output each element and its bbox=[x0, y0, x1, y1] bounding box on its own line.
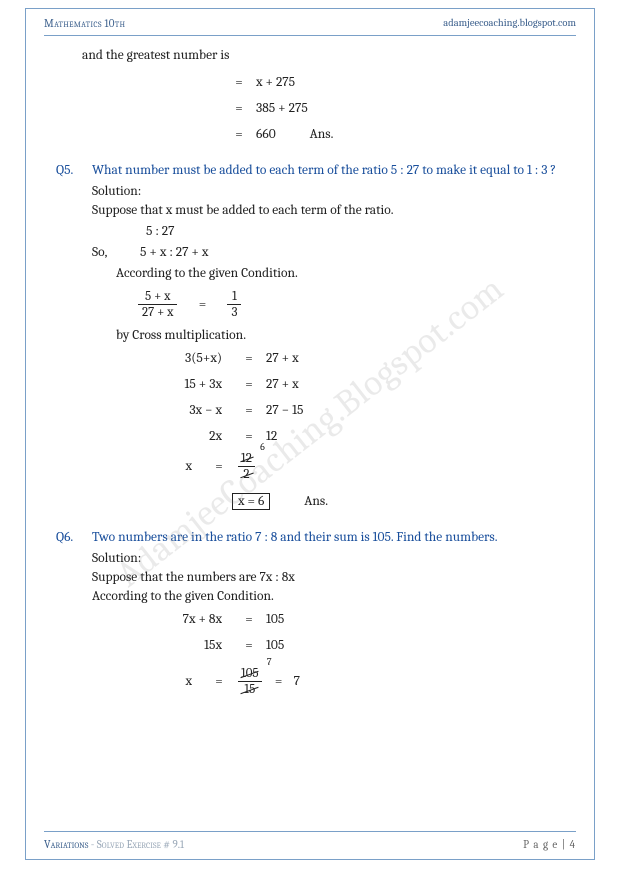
ans-label: Ans. bbox=[310, 127, 334, 142]
q6-result: 7 bbox=[294, 674, 300, 689]
eq-right: 660 bbox=[256, 127, 276, 142]
equals-sign: = bbox=[222, 101, 256, 116]
simplify-top: 7 bbox=[267, 656, 272, 668]
eq-right: 27 − 15 bbox=[266, 403, 303, 418]
eq-right: 105 bbox=[266, 612, 284, 627]
equals-sign: = bbox=[232, 377, 266, 392]
den: 15 bbox=[238, 681, 262, 697]
page: Mathematics 10th adamjeecoaching.blogspo… bbox=[25, 8, 595, 860]
equals-sign: = bbox=[222, 75, 256, 90]
eq-right: 27 + x bbox=[266, 351, 299, 366]
q6-block: Q6. Two numbers are in the ratio 7 : 8 a… bbox=[56, 530, 564, 697]
q5-according: According to the given Condition. bbox=[116, 266, 564, 281]
q5-step-3: 2x = 12 bbox=[112, 425, 564, 447]
q5-tag: Q5. bbox=[56, 163, 92, 178]
q5-boxed-row: x = 6 Ans. bbox=[112, 490, 564, 512]
eq-left: 15 + 3x bbox=[112, 377, 232, 392]
q5-step-0: 3(5+x) = 27 + x bbox=[112, 347, 564, 369]
q5-simplify: x = 6 12 2 bbox=[112, 451, 564, 482]
footer-exercise: - Solved Exercise # 9.1 bbox=[88, 838, 184, 851]
num: 1 bbox=[227, 289, 241, 304]
simplify-top: 6 bbox=[260, 441, 265, 453]
header-subject: Mathematics 10th bbox=[44, 17, 125, 30]
equals-sign: = bbox=[202, 674, 236, 689]
eq-right: 12 bbox=[266, 429, 277, 444]
q6-question: Q6. Two numbers are in the ratio 7 : 8 a… bbox=[56, 530, 564, 545]
eq-right: 105 bbox=[266, 638, 284, 653]
header-url: adamjeecoaching.blogspot.com bbox=[443, 17, 576, 30]
q5-solution-label: Solution: bbox=[92, 184, 564, 199]
frac-right: 1 3 bbox=[227, 289, 241, 320]
eq-left: 2x bbox=[112, 429, 232, 444]
equals-sign: = bbox=[232, 638, 266, 653]
footer-topic: Variations bbox=[44, 838, 88, 851]
den: 2 bbox=[238, 466, 255, 482]
equals-sign: = bbox=[232, 403, 266, 418]
footer-left: Variations - Solved Exercise # 9.1 bbox=[44, 838, 184, 851]
eq-right: 385 + 275 bbox=[256, 101, 308, 116]
q6-according: According to the given Condition. bbox=[92, 589, 564, 604]
q6-solution-label: Solution: bbox=[92, 551, 564, 566]
q5-step-2: 3x − x = 27 − 15 bbox=[112, 399, 564, 421]
den: 27 + x bbox=[138, 304, 177, 320]
q5-text: What number must be added to each term o… bbox=[92, 163, 564, 178]
strike-frac: 7 105 15 bbox=[236, 666, 264, 697]
eq-left: 3(5+x) bbox=[112, 351, 232, 366]
equals-sign: = bbox=[232, 612, 266, 627]
footer-page: P a g e | 4 bbox=[523, 838, 576, 851]
equals-sign: = bbox=[177, 297, 227, 312]
eq-right: x + 275 bbox=[256, 75, 295, 90]
intro-row-0: = x + 275 bbox=[112, 71, 564, 93]
num: 5 + x bbox=[138, 289, 177, 304]
q6-step-0: 7x + 8x = 105 bbox=[112, 608, 564, 630]
q6-tag: Q6. bbox=[56, 530, 92, 545]
q6-suppose: Suppose that the numbers are 7x : 8x bbox=[92, 570, 564, 585]
eq-right: 27 + x bbox=[266, 377, 299, 392]
q6-simplify: x = 7 105 15 = 7 bbox=[112, 666, 564, 697]
q5-frac-row: 5 + x 27 + x = 1 3 bbox=[138, 289, 564, 320]
den: 3 bbox=[227, 304, 241, 320]
intro-row-1: = 385 + 275 bbox=[112, 97, 564, 119]
q5-block: Q5. What number must be added to each te… bbox=[56, 163, 564, 512]
q5-suppose: Suppose that x must be added to each ter… bbox=[92, 203, 564, 218]
boxed-answer: x = 6 bbox=[232, 493, 270, 510]
x-label: x bbox=[112, 674, 202, 689]
strike-frac: 6 12 2 bbox=[236, 451, 257, 482]
equals-sign: = bbox=[232, 351, 266, 366]
q5-so-row: So, 5 + x : 27 + x bbox=[92, 245, 564, 260]
intro-row-2: = 660 Ans. bbox=[112, 123, 564, 145]
num: 105 bbox=[238, 666, 262, 681]
q5-question: Q5. What number must be added to each te… bbox=[56, 163, 564, 178]
eq-left: 15x bbox=[112, 638, 232, 653]
frac-left: 5 + x 27 + x bbox=[138, 289, 177, 320]
num: 12 bbox=[238, 451, 255, 466]
equals-sign: = bbox=[222, 127, 256, 142]
equals-sign: = bbox=[202, 459, 236, 474]
q5-step-1: 15 + 3x = 27 + x bbox=[112, 373, 564, 395]
intro-lead: and the greatest number is bbox=[82, 48, 564, 63]
equals-sign: = bbox=[264, 674, 294, 689]
q5-ratio: 5 : 27 bbox=[146, 224, 564, 239]
so-expr: 5 + x : 27 + x bbox=[140, 245, 208, 260]
eq-left: 7x + 8x bbox=[112, 612, 232, 627]
ans-label: Ans. bbox=[304, 494, 328, 509]
footer: Variations - Solved Exercise # 9.1 P a g… bbox=[44, 831, 576, 851]
so-label: So, bbox=[92, 245, 140, 260]
content: and the greatest number is = x + 275 = 3… bbox=[26, 36, 594, 703]
q6-text: Two numbers are in the ratio 7 : 8 and t… bbox=[92, 530, 564, 545]
x-label: x bbox=[112, 459, 202, 474]
q6-step-1: 15x = 105 bbox=[112, 634, 564, 656]
header: Mathematics 10th adamjeecoaching.blogspo… bbox=[26, 9, 594, 35]
q5-cross: by Cross multiplication. bbox=[116, 328, 564, 343]
eq-left: 3x − x bbox=[112, 403, 232, 418]
